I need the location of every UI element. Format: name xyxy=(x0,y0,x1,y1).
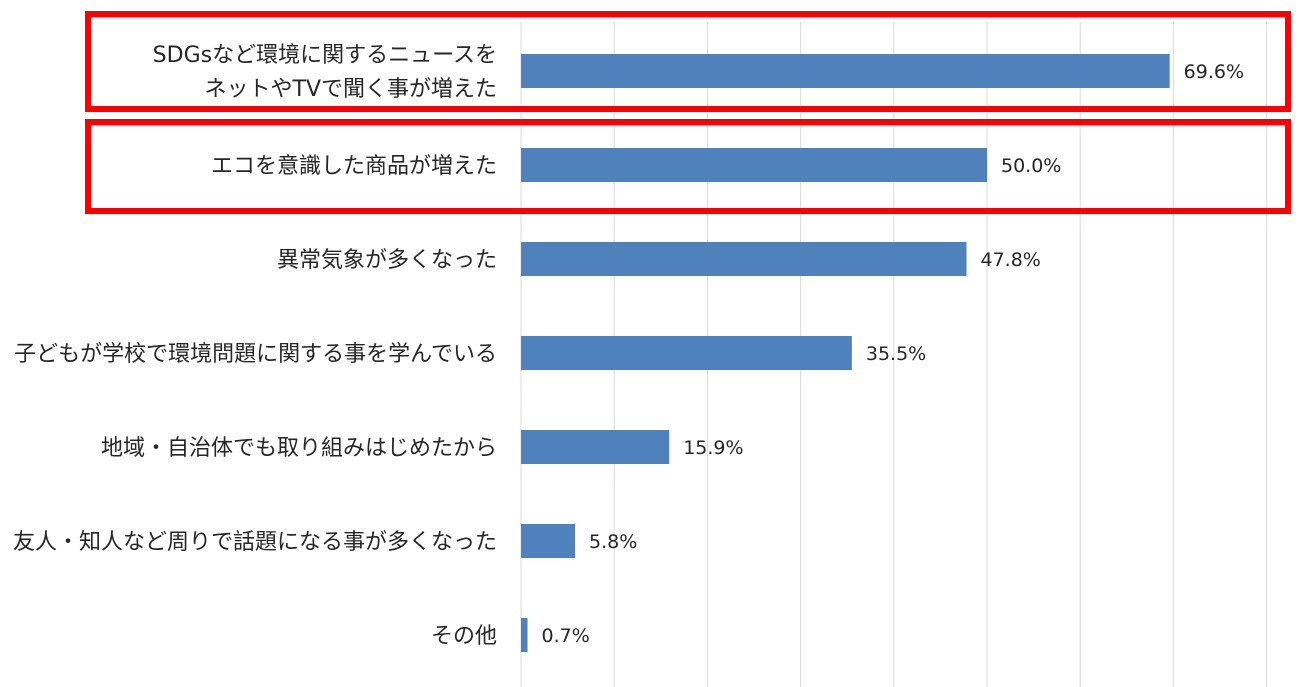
bar xyxy=(521,148,987,182)
highlight-boxes xyxy=(85,11,1291,214)
bars xyxy=(521,54,1170,652)
category-label: 地域・自治体でも取り組みはじめたから xyxy=(101,436,497,461)
bar xyxy=(521,242,967,276)
bar xyxy=(521,54,1170,88)
data-labels: 69.6% 50.0% 47.8% 35.5% 15.9% 5.8% 0.7% xyxy=(542,61,1245,647)
data-label: 69.6% xyxy=(1184,61,1244,83)
category-label-line: その他 xyxy=(431,624,497,649)
category-labels: SDGsなど環境に関するニュースをネットやTVで聞く事が増えたエコを意識した商品… xyxy=(13,43,497,649)
data-label: 50.0% xyxy=(1001,155,1061,177)
category-label-line: 子どもが学校で環境問題に関する事を学んでいる xyxy=(14,342,497,367)
category-label: 友人・知人など周りで話題になる事が多くなった xyxy=(13,530,497,555)
category-label: エコを意識した商品が増えた xyxy=(211,154,497,179)
category-label-line: 地域・自治体でも取り組みはじめたから xyxy=(101,436,497,461)
bar xyxy=(521,336,852,370)
category-label: 異常気象が多くなった xyxy=(277,248,497,273)
category-label: 子どもが学校で環境問題に関する事を学んでいる xyxy=(14,342,497,367)
category-label: SDGsなど環境に関するニュースをネットやTVで聞く事が増えた xyxy=(153,43,497,102)
highlight-box xyxy=(85,119,1291,214)
data-label: 15.9% xyxy=(683,437,743,459)
category-label-line: ネットやTVで聞く事が増えた xyxy=(205,77,498,102)
category-label-line: SDGsなど環境に関するニュースを xyxy=(153,43,497,68)
category-label-line: 異常気象が多くなった xyxy=(277,248,497,273)
data-label: 35.5% xyxy=(866,343,926,365)
category-label-line: 友人・知人など周りで話題になる事が多くなった xyxy=(13,530,497,555)
highlight-box xyxy=(85,11,1291,112)
bar xyxy=(521,618,528,652)
category-label: その他 xyxy=(431,624,497,649)
bar xyxy=(521,430,670,464)
data-label: 47.8% xyxy=(980,249,1040,271)
category-label-line: エコを意識した商品が増えた xyxy=(211,154,497,179)
data-label: 5.8% xyxy=(589,531,637,553)
data-label: 0.7% xyxy=(542,625,590,647)
bar xyxy=(521,524,576,558)
